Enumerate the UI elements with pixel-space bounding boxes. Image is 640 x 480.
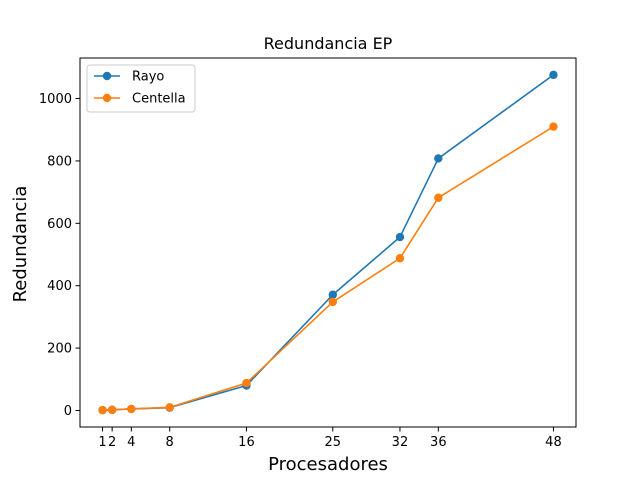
data-point-1-8: [549, 122, 558, 131]
data-point-1-6: [395, 254, 405, 263]
legend-marker-1: [102, 93, 112, 103]
data-point-1-5: [328, 297, 337, 307]
data-point-0-8: [549, 70, 558, 80]
data-point-1-7: [434, 193, 443, 202]
data-point-0-5: [328, 290, 337, 299]
legend-label-1: Centella: [132, 92, 186, 107]
x-tick-label-2: 4: [127, 435, 135, 450]
y-axis-label: Redundancia: [10, 186, 31, 303]
data-point-1-1: [107, 405, 117, 415]
y-tick-label-5: 1000: [39, 92, 72, 107]
y-tick-label-4: 800: [47, 154, 72, 169]
plot-background: [80, 58, 576, 427]
x-tick-label-7: 36: [430, 435, 447, 450]
x-axis-label: Procesadores: [268, 454, 388, 475]
x-tick-label-3: 8: [166, 435, 174, 450]
x-tick-label-1: 2: [108, 435, 116, 450]
data-point-1-4: [242, 378, 251, 388]
legend-marker-0: [102, 71, 112, 81]
x-tick-label-4: 16: [238, 435, 255, 450]
legend-label-0: Rayo: [132, 70, 164, 85]
x-tick-label-8: 48: [545, 435, 562, 450]
data-point-1-2: [127, 404, 136, 414]
plot-frame: [79, 57, 577, 428]
y-tick-label-1: 200: [47, 342, 72, 357]
x-tick-label-6: 32: [392, 435, 409, 450]
x-tick-label-5: 25: [325, 435, 342, 450]
data-point-0-7: [434, 154, 443, 163]
y-tick-label-2: 400: [47, 279, 72, 294]
legend: Rayo Centella: [86, 64, 196, 113]
y-tick-label-3: 600: [47, 217, 72, 232]
data-point-1-0: [98, 405, 107, 415]
x-tick-label-0: 1: [98, 435, 106, 450]
y-tick-label-0: 0: [64, 404, 72, 419]
chart-title: Redundancia EP: [264, 34, 393, 53]
data-point-0-6: [395, 232, 405, 242]
data-point-1-3: [165, 403, 174, 412]
